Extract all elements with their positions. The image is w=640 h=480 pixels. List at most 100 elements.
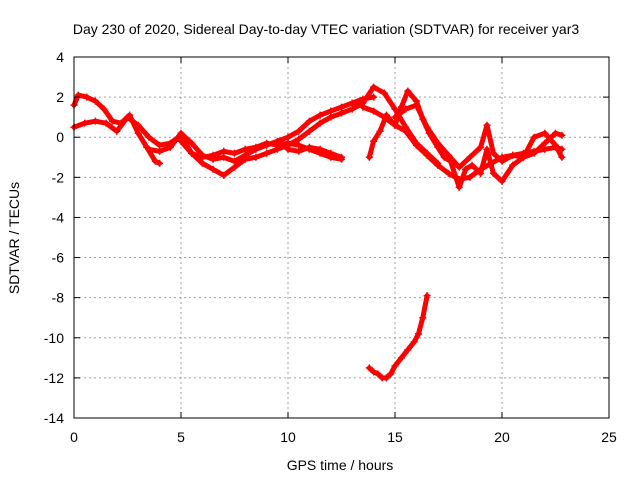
data-point-marker	[231, 149, 238, 157]
x-axis-label: GPS time / hours	[287, 457, 394, 473]
data-point-marker	[434, 161, 442, 169]
data-point-marker	[541, 145, 549, 153]
y-tick-label: -8	[52, 290, 65, 306]
data-point-marker	[530, 147, 538, 155]
x-tick-label: 20	[494, 429, 510, 445]
y-tick-label: -2	[52, 169, 65, 185]
data-point-marker	[316, 111, 324, 119]
data-point-marker	[220, 171, 228, 179]
x-tick-label: 0	[70, 429, 78, 445]
series-trace	[146, 94, 377, 164]
data-point-marker	[541, 139, 549, 147]
data-series	[70, 83, 566, 382]
data-point-marker	[370, 107, 378, 115]
y-tick-label: 4	[56, 49, 64, 65]
data-point-marker	[558, 153, 566, 161]
data-point-marker	[558, 145, 566, 153]
data-point-marker	[102, 119, 110, 127]
data-point-marker	[295, 135, 303, 143]
data-point-marker	[273, 145, 281, 153]
data-point-marker	[466, 153, 474, 161]
data-point-marker	[541, 129, 549, 137]
data-point-marker	[241, 145, 249, 153]
x-tick-label: 15	[387, 429, 403, 445]
data-point-marker	[338, 153, 345, 161]
data-point-marker	[423, 292, 431, 300]
data-point-marker	[404, 346, 412, 354]
data-point-marker	[489, 169, 497, 177]
data-point-marker	[252, 145, 260, 153]
series-trace	[392, 102, 565, 170]
data-point-marker	[519, 149, 527, 157]
data-point-marker	[156, 141, 164, 149]
data-point-marker	[327, 149, 335, 157]
data-point-marker	[198, 159, 206, 167]
y-tick-label: -10	[44, 330, 64, 346]
data-point-marker	[83, 93, 91, 101]
data-point-marker	[374, 370, 382, 378]
data-point-marker	[295, 147, 303, 155]
data-point-marker	[477, 165, 485, 173]
data-point-marker	[338, 109, 345, 117]
data-point-marker	[166, 143, 174, 151]
data-point-marker	[380, 113, 388, 121]
data-point-marker	[220, 147, 228, 155]
data-point-marker	[305, 143, 313, 151]
series-arc-5	[284, 143, 345, 161]
data-point-marker	[327, 107, 335, 115]
data-point-marker	[134, 129, 142, 137]
data-point-marker	[365, 153, 373, 161]
y-tick-label: 2	[56, 89, 64, 105]
data-point-marker	[468, 161, 476, 169]
data-point-marker	[530, 133, 538, 141]
data-point-marker	[370, 137, 378, 145]
data-point-marker	[316, 119, 324, 127]
chart-title: Day 230 of 2020, Sidereal Day-to-day VTE…	[73, 21, 579, 37]
data-point-marker	[91, 97, 99, 105]
data-point-marker	[380, 89, 388, 97]
data-point-marker	[412, 141, 420, 149]
data-point-marker	[455, 163, 463, 171]
data-point-marker	[376, 127, 384, 135]
data-point-marker	[370, 83, 378, 91]
data-point-marker	[241, 155, 249, 163]
data-point-marker	[145, 133, 153, 141]
data-point-marker	[498, 153, 506, 161]
data-point-marker	[316, 145, 324, 153]
data-point-marker	[263, 149, 271, 157]
data-point-marker	[156, 147, 164, 155]
data-point-marker	[387, 370, 395, 378]
data-point-marker	[177, 129, 185, 137]
data-point-marker	[402, 105, 410, 113]
data-point-marker	[188, 149, 196, 157]
data-point-marker	[423, 123, 431, 131]
y-tick-label: -4	[52, 209, 65, 225]
data-point-marker	[483, 145, 491, 153]
series-arc-3	[145, 93, 378, 165]
data-point-marker	[100, 105, 108, 113]
data-point-marker	[552, 129, 559, 137]
data-point-marker	[151, 157, 159, 165]
data-point-marker	[412, 101, 420, 109]
y-tick-label: -12	[44, 370, 64, 386]
data-point-marker	[552, 143, 559, 151]
data-point-marker	[295, 141, 303, 149]
data-point-marker	[91, 117, 99, 125]
data-point-marker	[397, 354, 405, 362]
data-point-marker	[109, 117, 117, 125]
data-point-marker	[489, 149, 497, 157]
data-point-marker	[348, 99, 356, 107]
y-tick-label: -6	[52, 250, 65, 266]
data-point-marker	[415, 330, 423, 338]
data-point-marker	[455, 183, 463, 191]
data-point-marker	[402, 127, 410, 135]
data-point-marker	[391, 113, 399, 121]
data-point-marker	[483, 121, 491, 129]
data-point-marker	[487, 159, 495, 167]
data-point-marker	[134, 121, 142, 129]
data-point-marker	[359, 103, 367, 111]
data-point-marker	[284, 133, 292, 141]
data-point-marker	[327, 113, 335, 121]
